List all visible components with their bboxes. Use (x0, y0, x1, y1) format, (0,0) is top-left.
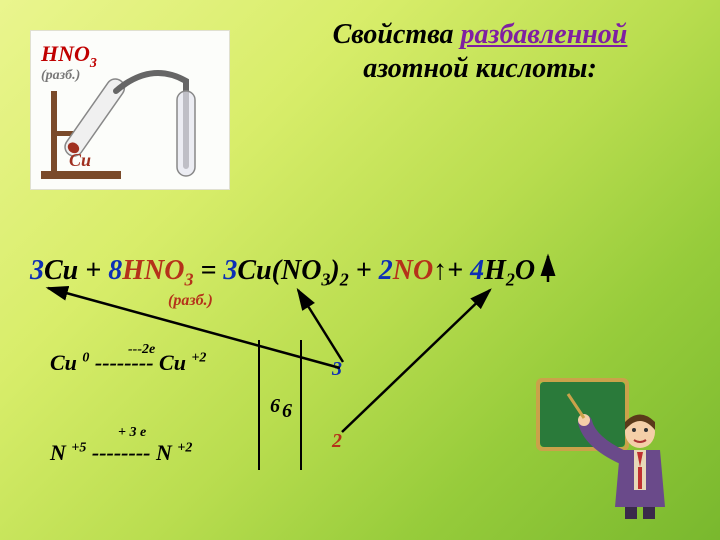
eq-o: O (515, 255, 535, 286)
coef-8: 8 (108, 255, 122, 286)
hr2-electrons: + 3 e (118, 425, 146, 441)
hr1-cu: Cu (50, 350, 82, 375)
slide-title: Свойства разбавленной азотной кислоты: (260, 18, 700, 85)
title-line2: азотной кислоты: (260, 52, 700, 86)
hr1-electrons: ---2e (128, 342, 155, 358)
eq-plus1: + (349, 255, 379, 286)
eq-plus2: + (447, 255, 470, 286)
chemical-equation: 3Cu + 8HNO3 = 3Cu(NO3)2 + 2NO↑+ 4H2O (30, 255, 535, 291)
coef-3a: 3 (30, 255, 44, 286)
title-dilute: разбавленной (461, 19, 628, 50)
hr2-dashes: -------- (86, 440, 156, 465)
eq-cuno3-sub2: 2 (340, 270, 349, 290)
svg-text:HNO3: HNO3 (40, 41, 97, 71)
eq-h: H (484, 255, 506, 286)
coef-3b: 3 (223, 255, 237, 286)
flask-hno3-label: HNO (40, 41, 90, 66)
coef-2: 2 (379, 255, 393, 286)
coef-4: 4 (470, 255, 484, 286)
hr1-cu2: Cu (159, 350, 191, 375)
balance-mult-2: 2 (332, 430, 342, 453)
balance-vline-2 (300, 340, 302, 470)
eq-arrowup: ↑ (433, 255, 447, 286)
eq-cuno3: Cu(NO (237, 255, 321, 286)
flask-svg: HNO3 (разб.) Cu (31, 31, 231, 191)
hr2-n: N (50, 440, 71, 465)
flask-hno3-sub: 3 (89, 56, 97, 71)
half-reaction-n: N +5 -------- N +2 (50, 440, 192, 466)
eq-no: NO (393, 255, 433, 286)
hr2-n2: N (156, 440, 177, 465)
eq-hno3: HNO (122, 255, 184, 286)
eq-cu: Cu + (44, 255, 108, 286)
eq-equals: = (193, 255, 223, 286)
hr2-ox2: +2 (177, 441, 192, 456)
balance-six-a: 6 (270, 395, 280, 418)
eq-cuno3-close: ) (330, 255, 339, 286)
flask-cu-label: Cu (69, 150, 91, 170)
flask-razdil: (разб.) (41, 68, 80, 83)
balance-vline-1 (258, 340, 260, 470)
balance-six-b: 6 (282, 400, 292, 423)
hr1-ox2: +2 (191, 351, 206, 366)
balance-mult-3: 3 (332, 358, 342, 381)
razdil-under-equation: (разб.) (168, 292, 213, 310)
hr2-ox5: +5 (71, 441, 86, 456)
teacher-illustration (530, 372, 680, 522)
eq-h2o-sub: 2 (506, 270, 515, 290)
experiment-image: HNO3 (разб.) Cu (30, 30, 230, 190)
title-prefix: Свойства (333, 19, 461, 50)
